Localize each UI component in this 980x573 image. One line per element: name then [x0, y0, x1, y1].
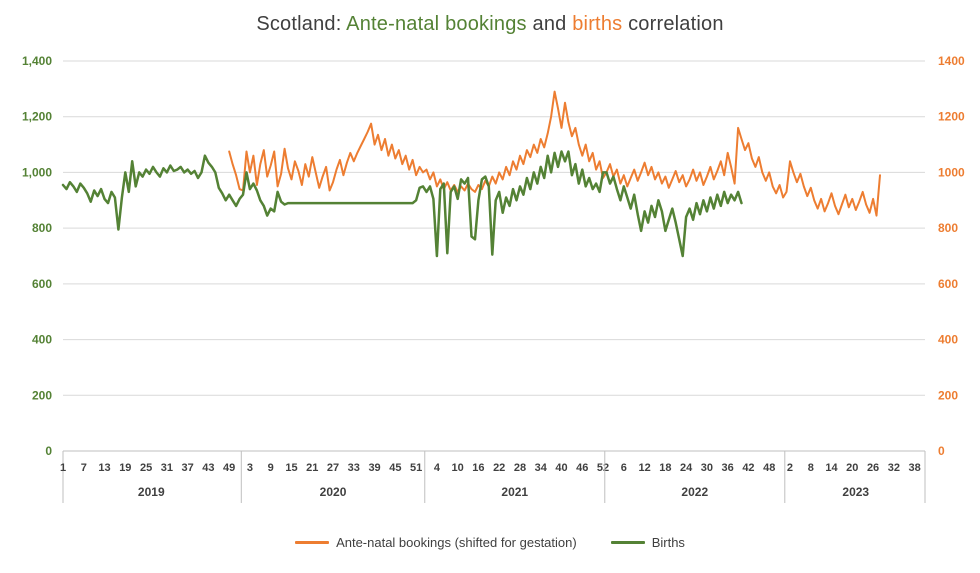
x-tick-label: 46	[576, 462, 588, 474]
left-axis-label: 1,000	[22, 165, 52, 179]
right-axis-label: 1000	[938, 165, 965, 179]
bookings-line	[228, 90, 881, 217]
x-tick-label: 2	[787, 462, 793, 474]
x-tick-label: 21	[306, 462, 318, 474]
legend-label-births: Births	[651, 535, 685, 550]
births-line-swatch	[610, 541, 645, 544]
right-axis-label: 600	[938, 277, 958, 291]
title-middle: and	[526, 13, 573, 35]
left-axis-label: 600	[32, 277, 52, 291]
x-tick-label: 36	[722, 462, 734, 474]
x-tick-label: 3	[247, 462, 253, 474]
legend: Ante-natal bookings (shifted for gestati…	[0, 535, 980, 550]
legend-item-births: Births	[610, 535, 685, 550]
left-axis-label: 1,400	[22, 54, 52, 68]
x-tick-label: 16	[472, 462, 484, 474]
x-tick-label: 33	[348, 462, 360, 474]
x-tick-label: 8	[808, 462, 814, 474]
x-tick-label: 7	[81, 462, 87, 474]
right-axis-label: 200	[938, 388, 958, 402]
left-axis-label: 800	[32, 221, 52, 235]
x-tick-label: 18	[659, 462, 671, 474]
right-axis-label: 1200	[938, 110, 965, 124]
right-axis-label: 800	[938, 221, 958, 235]
x-tick-label: 4	[434, 462, 441, 474]
x-tick-label: 27	[327, 462, 339, 474]
year-label: 2023	[842, 485, 869, 499]
x-tick-label: 30	[701, 462, 713, 474]
x-tick-label: 37	[182, 462, 194, 474]
x-tick-label: 31	[161, 462, 173, 474]
x-tick-label: 19	[119, 462, 131, 474]
x-tick-label: 42	[742, 462, 754, 474]
right-axis-label: 1400	[938, 54, 965, 68]
x-tick-label: 40	[555, 462, 567, 474]
left-axis-label: 400	[32, 333, 52, 347]
right-axis-label: 400	[938, 333, 958, 347]
right-axis-label: 0	[938, 444, 945, 458]
x-tick-label: 49	[223, 462, 235, 474]
x-tick-label: 12	[638, 462, 650, 474]
title-series2: births	[572, 13, 623, 35]
bookings-line-swatch	[295, 541, 330, 544]
chart-title: Scotland: Ante-natal bookings and births…	[0, 0, 980, 43]
legend-label-bookings: Ante-natal bookings (shifted for gestati…	[336, 535, 577, 550]
title-series1: Ante-natal bookings	[346, 13, 527, 35]
x-tick-label: 26	[867, 462, 879, 474]
legend-item-bookings: Ante-natal bookings (shifted for gestati…	[295, 535, 577, 550]
left-axis-label: 200	[32, 388, 52, 402]
x-tick-label: 1	[60, 462, 66, 474]
x-tick-label: 20	[846, 462, 858, 474]
left-axis-label: 0	[45, 444, 52, 458]
x-tick-label: 28	[514, 462, 526, 474]
x-tick-label: 14	[825, 462, 838, 474]
x-tick-label: 22	[493, 462, 505, 474]
title-prefix: Scotland:	[256, 13, 347, 35]
x-tick-label: 39	[368, 462, 380, 474]
x-tick-label: 10	[452, 462, 464, 474]
title-suffix: correlation	[622, 13, 724, 35]
x-tick-label: 6	[621, 462, 627, 474]
x-tick-label: 48	[763, 462, 775, 474]
x-tick-label: 9	[268, 462, 274, 474]
year-label: 2019	[138, 485, 165, 499]
x-tick-label: 34	[535, 462, 548, 474]
x-tick-label: 51	[410, 462, 422, 474]
year-label: 2022	[681, 485, 708, 499]
left-axis-label: 1,200	[22, 110, 52, 124]
x-tick-label: 43	[202, 462, 214, 474]
x-tick-label: 15	[285, 462, 297, 474]
x-tick-label: 52	[597, 462, 609, 474]
x-tick-label: 24	[680, 462, 693, 474]
year-label: 2020	[320, 485, 347, 499]
x-tick-label: 13	[98, 462, 110, 474]
x-tick-label: 32	[888, 462, 900, 474]
x-tick-label: 38	[908, 462, 920, 474]
births-line	[61, 150, 743, 258]
year-label: 2021	[501, 485, 528, 499]
x-tick-label: 25	[140, 462, 152, 474]
x-tick-label: 45	[389, 462, 401, 474]
